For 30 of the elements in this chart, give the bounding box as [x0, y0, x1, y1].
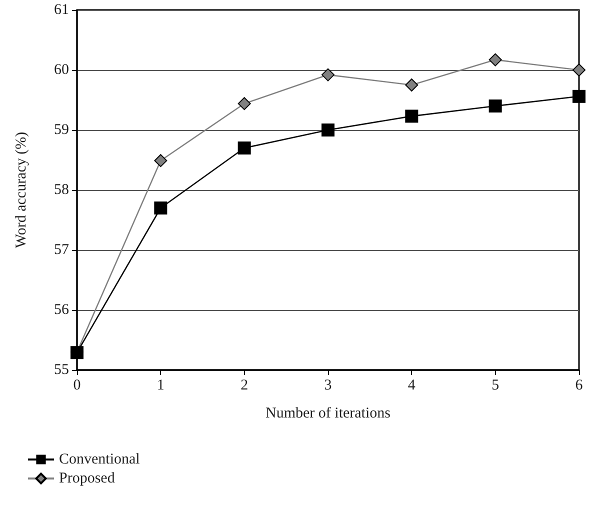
point — [572, 64, 586, 76]
y-tick-label: 59 — [54, 122, 69, 138]
point — [322, 68, 334, 82]
point — [488, 100, 502, 112]
point — [405, 110, 418, 123]
x-tick-label: 6 — [575, 378, 584, 394]
y-tick-label: 55 — [54, 362, 69, 378]
x-tick-label: 0 — [73, 378, 81, 394]
legend-label: Conventional — [59, 452, 140, 468]
point — [488, 53, 502, 66]
x-axis-title: Number of iterations — [266, 406, 391, 422]
point — [322, 124, 334, 136]
point — [405, 78, 418, 92]
x-tick-label: 1 — [156, 378, 164, 394]
y-tick-label: 60 — [54, 62, 69, 78]
y-tick-label: 61 — [54, 2, 69, 18]
x-tick-label: 3 — [324, 378, 332, 394]
point — [154, 154, 168, 168]
y-tick-label: 58 — [54, 182, 69, 198]
legend-label: Proposed — [59, 470, 116, 486]
y-axis-title: Word accuracy (%) — [14, 132, 30, 248]
x-tick-label: 2 — [240, 378, 248, 394]
y-tick-label: 56 — [54, 302, 70, 318]
x-tick-label: 5 — [492, 378, 500, 394]
point — [238, 142, 251, 154]
point — [238, 97, 251, 110]
x-tick-label: 4 — [408, 378, 416, 394]
y-tick-label: 57 — [54, 242, 70, 258]
point — [572, 90, 586, 103]
point — [154, 202, 168, 214]
